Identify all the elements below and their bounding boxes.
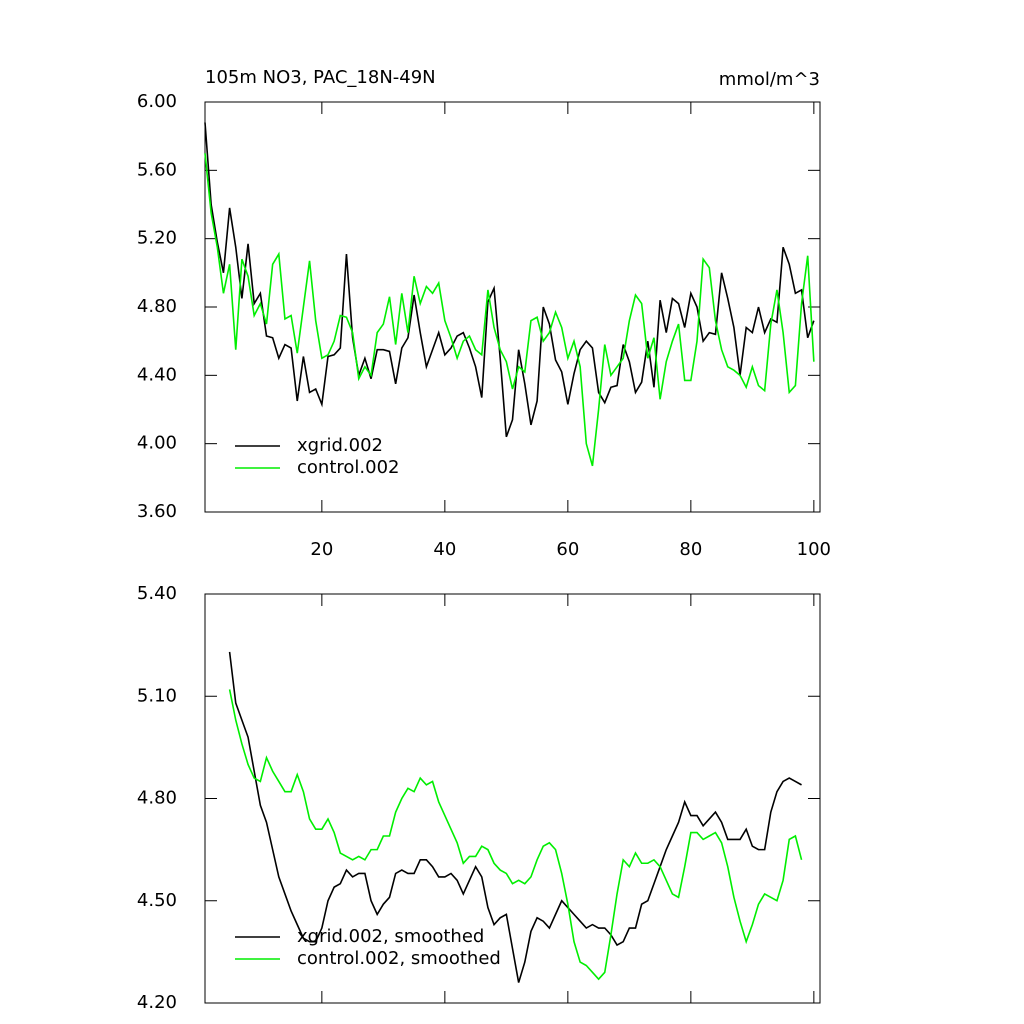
y-tick-label: 4.80 (137, 788, 177, 809)
y-tick-label: 4.50 (137, 890, 177, 911)
chart-title: 105m NO3, PAC_18N-49N (205, 67, 436, 88)
legend-label: xgrid.002 (297, 435, 383, 456)
y-tick-label: 4.00 (137, 433, 177, 454)
legend-label: control.002 (297, 457, 399, 478)
x-tick-label: 20 (310, 539, 333, 560)
y-tick-label: 4.40 (137, 364, 177, 385)
y-tick-label: 3.60 (137, 501, 177, 522)
series-line (228, 651, 802, 983)
legend-label: xgrid.002, smoothed (297, 926, 484, 947)
y-tick-label: 6.00 (137, 91, 177, 112)
y-tick-label: 5.40 (137, 583, 177, 604)
y-tick-label: 4.80 (137, 296, 177, 317)
y-tick-label: 5.10 (137, 685, 177, 706)
y-tick-label: 5.20 (137, 228, 177, 249)
y-tick-label: 5.60 (137, 159, 177, 180)
x-tick-label: 100 (797, 539, 831, 560)
legend-label: control.002, smoothed (297, 948, 501, 969)
units-label: mmol/m^3 (719, 69, 820, 90)
y-tick-label: 4.20 (137, 992, 177, 1013)
x-tick-label: 80 (679, 539, 702, 560)
x-tick-label: 40 (433, 539, 456, 560)
series-line (204, 122, 815, 438)
x-tick-label: 60 (556, 539, 579, 560)
series-line (204, 153, 815, 467)
series-line (228, 689, 803, 981)
